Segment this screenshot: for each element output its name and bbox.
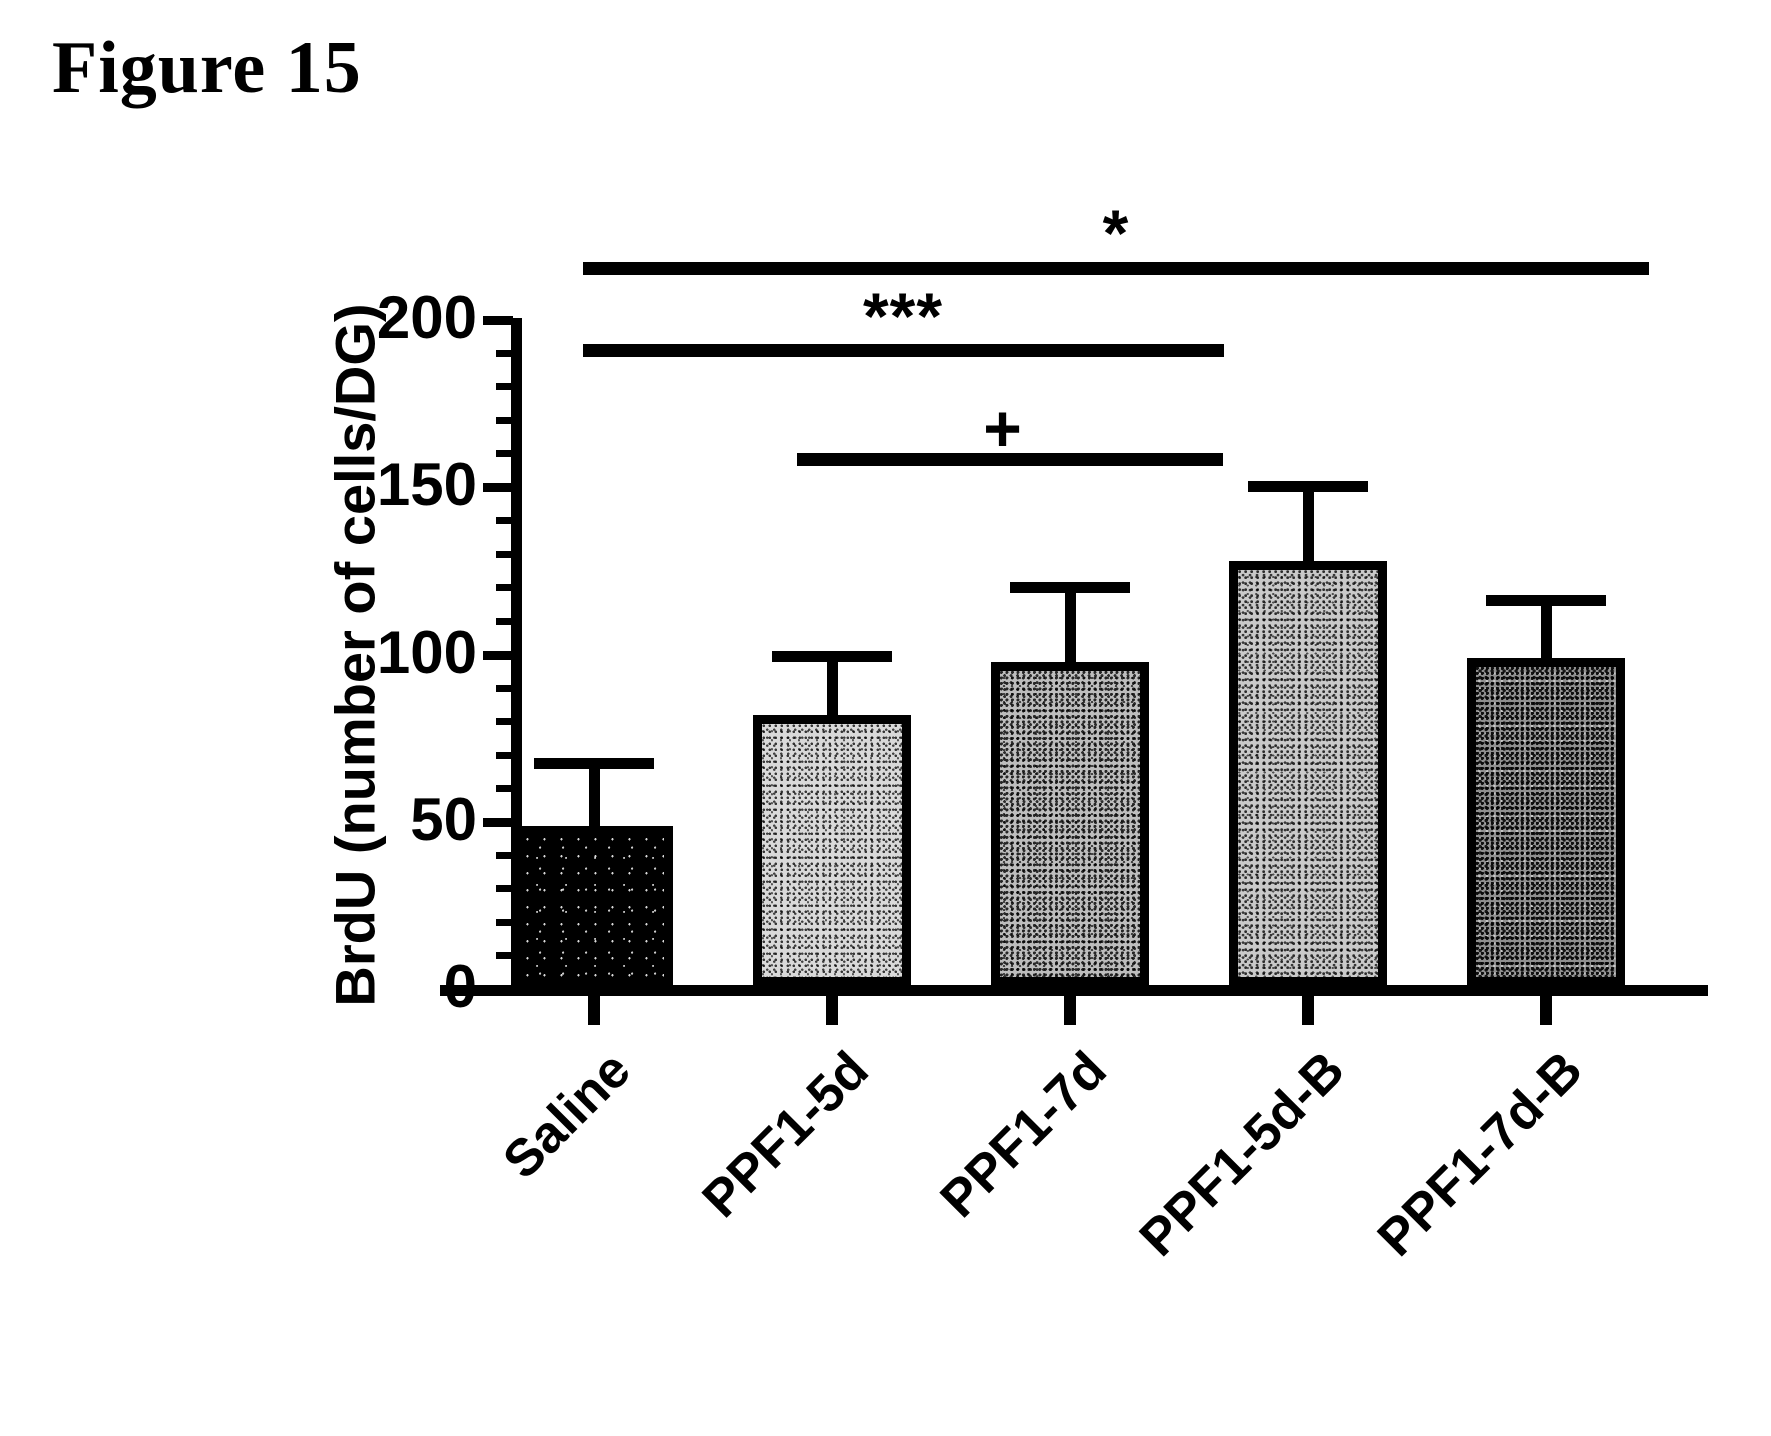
x-axis-label-ppf1-7d-text: PPF1-7d (929, 1040, 1118, 1229)
x-tick-ppf1-5d (826, 995, 838, 1025)
error-bar-cap-ppf1-5d (772, 651, 892, 662)
y-minor-tick (496, 350, 513, 357)
y-minor-tick (496, 852, 513, 859)
figure-title: Figure 15 (52, 27, 362, 109)
y-minor-tick (496, 383, 513, 390)
y-tick-label-100: 100 (376, 619, 477, 686)
y-tick-label-50: 50 (410, 786, 477, 853)
bar-ppf1-5d[interactable] (753, 715, 911, 986)
y-tick-0 (483, 985, 513, 994)
x-tick-ppf1-7d (1064, 995, 1076, 1025)
x-axis-label-ppf1-5d-b-text: PPF1-5d-B (1128, 1040, 1356, 1268)
error-bar-cap-ppf1-7d (1010, 582, 1130, 593)
y-tick-100 (483, 651, 513, 660)
bar-ppf1-5d-b[interactable] (1229, 561, 1387, 986)
x-axis-label-ppf1-5d-text: PPF1-5d (691, 1040, 880, 1229)
y-axis-line (511, 318, 522, 994)
bar-ppf1-7d[interactable] (991, 662, 1149, 986)
y-minor-tick (496, 517, 513, 524)
x-tick-ppf1-5d-b (1302, 995, 1314, 1025)
y-minor-tick (496, 584, 513, 591)
x-axis-label-ppf1-7d-b-text: PPF1-7d-B (1366, 1040, 1594, 1268)
y-minor-tick (496, 450, 513, 457)
error-bar-stem-saline (589, 761, 600, 831)
significance-bracket-3 (797, 453, 1223, 466)
y-minor-tick (496, 785, 513, 792)
x-tick-saline (588, 995, 600, 1025)
significance-symbol-2: *** (862, 279, 944, 353)
y-tick-200 (483, 316, 513, 325)
error-bar-cap-ppf1-7d-b (1486, 595, 1606, 606)
error-bar-cap-ppf1-5d-b (1248, 481, 1368, 492)
y-minor-tick (496, 417, 513, 424)
error-bar-stem-ppf1-7d-b (1541, 598, 1552, 663)
y-minor-tick (496, 752, 513, 759)
y-tick-label-0: 0 (443, 953, 477, 1020)
y-minor-tick (496, 952, 513, 959)
significance-bracket-2 (583, 344, 1224, 357)
error-bar-stem-ppf1-5d (827, 654, 838, 720)
y-tick-150 (483, 483, 513, 492)
y-minor-tick (496, 885, 513, 892)
bar-saline[interactable] (515, 826, 673, 986)
y-minor-tick (496, 919, 513, 926)
error-bar-cap-saline (534, 758, 654, 769)
y-tick-label-150: 150 (376, 451, 477, 518)
x-axis-label-saline-text: Saline (492, 1040, 642, 1191)
significance-bracket-1 (583, 262, 1649, 275)
error-bar-stem-ppf1-7d (1065, 585, 1076, 667)
y-minor-tick (496, 551, 513, 558)
y-tick-label-200: 200 (376, 284, 477, 351)
significance-symbol-1: * (1102, 196, 1130, 270)
y-minor-tick (496, 685, 513, 692)
y-minor-tick (496, 718, 513, 725)
significance-symbol-3: + (983, 391, 1023, 465)
x-axis-line (440, 985, 1708, 996)
error-bar-stem-ppf1-5d-b (1303, 484, 1314, 566)
y-tick-50 (483, 818, 513, 827)
y-minor-tick (496, 618, 513, 625)
x-tick-ppf1-7d-b (1540, 995, 1552, 1025)
